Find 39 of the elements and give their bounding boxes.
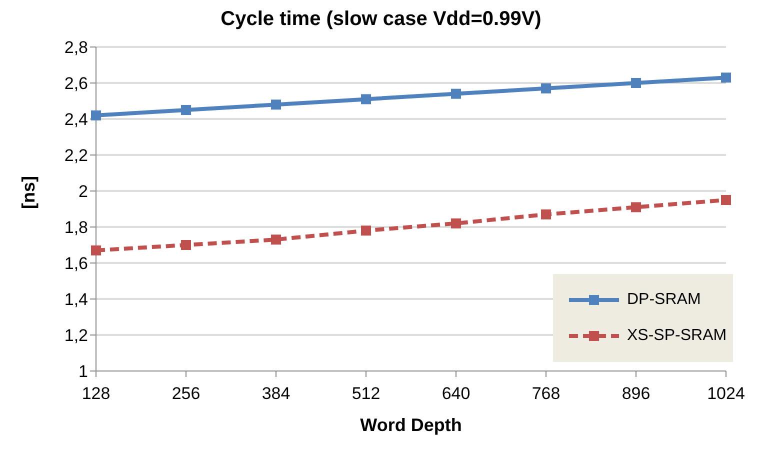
y-tick-label: 2,6 — [64, 74, 88, 94]
point — [541, 83, 551, 94]
point — [631, 78, 641, 88]
point — [541, 209, 551, 220]
y-tick-label: 1 — [78, 362, 88, 382]
point — [91, 110, 101, 120]
y-tick-label: 1,4 — [64, 290, 88, 310]
point — [91, 245, 101, 256]
point — [271, 100, 281, 110]
point — [631, 202, 641, 212]
x-tick-label: 384 — [262, 384, 290, 404]
legend-label: XS-SP-SRAM — [627, 327, 727, 345]
x-tick-label: 128 — [82, 384, 110, 404]
point — [721, 195, 731, 205]
x-tick-label: 640 — [442, 384, 470, 404]
y-tick-label: 1,2 — [64, 326, 88, 346]
chart-title: Cycle time (slow case Vdd=0.99V) — [220, 8, 542, 31]
point — [361, 226, 371, 236]
point — [451, 218, 461, 228]
x-tick-label: 768 — [532, 384, 560, 404]
point — [181, 240, 191, 250]
y-tick-label: 2,4 — [64, 110, 88, 130]
point — [721, 72, 731, 83]
x-axis-title: Word Depth — [360, 415, 462, 435]
y-tick-label: 2,2 — [64, 146, 88, 166]
point — [361, 94, 371, 104]
y-tick-label: 2,8 — [64, 38, 88, 58]
y-tick-label: 1,6 — [64, 254, 88, 274]
y-tick-label: 2 — [78, 182, 88, 202]
x-tick-label: 256 — [172, 384, 200, 404]
x-tick-label: 896 — [622, 384, 650, 404]
x-tick-label: 512 — [352, 384, 380, 404]
point — [451, 88, 461, 99]
point — [181, 105, 191, 115]
x-tick-label: 1024 — [707, 384, 745, 404]
y-tick-label: 1,8 — [64, 218, 88, 238]
point — [271, 234, 281, 245]
y-axis-title: [ns] — [18, 176, 38, 209]
legend-label: DP-SRAM — [627, 291, 701, 309]
